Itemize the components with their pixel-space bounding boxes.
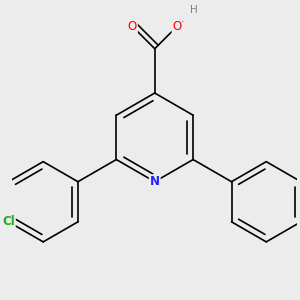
Text: Cl: Cl — [2, 215, 15, 228]
Text: O: O — [172, 20, 182, 33]
Text: N: N — [150, 175, 160, 188]
Text: H: H — [190, 5, 197, 15]
Text: O: O — [128, 20, 137, 33]
